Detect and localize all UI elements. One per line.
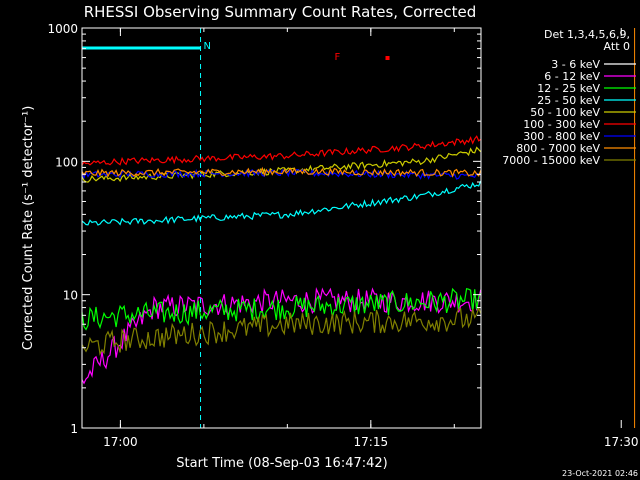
- x-tick-label: 17:00: [103, 435, 138, 449]
- legend-header: Det 1,3,4,5,6,9,: [544, 28, 630, 41]
- x-tick-label: 17:30: [604, 435, 639, 449]
- chart-title: RHESSI Observing Summary Count Rates, Co…: [84, 3, 477, 21]
- series-line: [81, 286, 482, 385]
- timestamp: 23-Oct-2021 02:46: [562, 469, 638, 478]
- plot-frame: [81, 27, 482, 429]
- legend-label: 100 - 300 keV: [523, 118, 600, 131]
- marker-n: N: [203, 41, 210, 52]
- series-line: [81, 168, 481, 180]
- series-300-800-kev: [81, 168, 481, 180]
- legend-label: 3 - 6 keV: [551, 58, 600, 71]
- series-12-25-kev: [81, 287, 482, 331]
- legend-label: 12 - 25 keV: [537, 82, 600, 95]
- y-tick-label: 1: [70, 422, 78, 436]
- y-axis-label: Corrected Count Rate (s⁻¹ detector⁻¹): [21, 106, 36, 351]
- series-line: [81, 166, 482, 178]
- series-800-7000-kev: [81, 166, 482, 178]
- x-tick-label: 17:15: [354, 435, 389, 449]
- series-line: [81, 329, 482, 367]
- legend-label: 50 - 100 keV: [530, 106, 600, 119]
- series-line: [81, 287, 482, 331]
- legend-label: 300 - 800 keV: [523, 130, 600, 143]
- flare-square-0: [385, 56, 390, 60]
- legend-label: 25 - 50 keV: [537, 94, 600, 107]
- series-100-300-kev: [81, 135, 482, 166]
- series-line: [81, 306, 482, 356]
- series-6-12-kev: [81, 286, 482, 385]
- series-25-50-kev: [81, 180, 482, 226]
- series-line: [81, 180, 482, 226]
- series-7000-15000-kev: [81, 306, 482, 356]
- y-tick-label: 10: [63, 289, 78, 303]
- series-line: [81, 135, 482, 166]
- marker-f: F: [335, 52, 341, 63]
- series-3-6-kev: [81, 329, 482, 367]
- y-tick-label: 1000: [47, 22, 78, 36]
- y-tick-label: 100: [55, 155, 78, 169]
- legend-label: 800 - 7000 keV: [516, 142, 600, 155]
- x-axis-label: Start Time (08-Sep-03 16:47:42): [176, 456, 387, 471]
- legend-label: 6 - 12 keV: [544, 70, 600, 83]
- legend-header: Att 0: [604, 40, 630, 53]
- legend-label: 7000 - 15000 keV: [502, 154, 600, 167]
